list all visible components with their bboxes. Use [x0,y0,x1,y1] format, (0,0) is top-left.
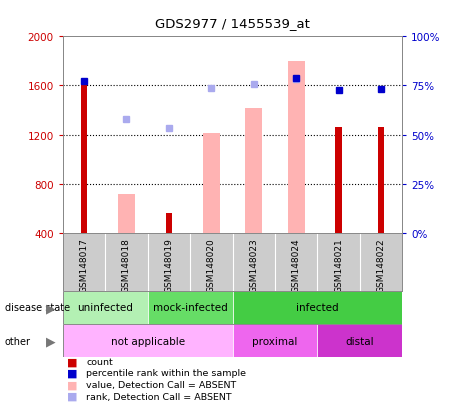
Text: value, Detection Call = ABSENT: value, Detection Call = ABSENT [86,380,236,389]
Text: percentile rank within the sample: percentile rank within the sample [86,368,246,377]
Bar [245,108,262,233]
Text: distal: distal [345,336,374,346]
Bar [81,81,87,233]
Text: ▶: ▶ [46,334,56,347]
Bar [63,324,232,357]
Text: ▶: ▶ [46,301,56,314]
Text: ■: ■ [67,391,78,401]
Bar [118,194,135,233]
Text: not applicable: not applicable [111,336,185,346]
Bar [378,128,384,233]
Text: ■: ■ [67,356,78,366]
Text: proximal: proximal [252,336,298,346]
Bar [63,291,147,324]
Text: GSM148023: GSM148023 [249,238,258,292]
Text: GSM148018: GSM148018 [122,238,131,293]
Text: GSM148021: GSM148021 [334,238,343,292]
Text: other: other [5,336,31,346]
Text: GSM148022: GSM148022 [377,238,385,292]
Text: GSM148024: GSM148024 [292,238,301,292]
Bar [166,214,172,233]
Text: GSM148019: GSM148019 [164,238,173,293]
Bar [232,291,402,324]
Text: uninfected: uninfected [77,303,133,313]
Bar [335,128,342,233]
Text: rank, Detection Call = ABSENT: rank, Detection Call = ABSENT [86,392,232,401]
Text: infected: infected [296,303,339,313]
Text: mock-infected: mock-infected [153,303,227,313]
Text: disease state: disease state [5,303,70,313]
Text: GDS2977 / 1455539_at: GDS2977 / 1455539_at [155,17,310,29]
Text: GSM148017: GSM148017 [80,238,88,293]
Text: ■: ■ [67,368,78,378]
Text: count: count [86,357,113,366]
Bar [232,324,317,357]
Text: GSM148020: GSM148020 [207,238,216,292]
Bar [147,291,232,324]
Text: ■: ■ [67,380,78,389]
Bar [288,62,305,233]
Bar [203,134,220,233]
Bar [317,324,402,357]
